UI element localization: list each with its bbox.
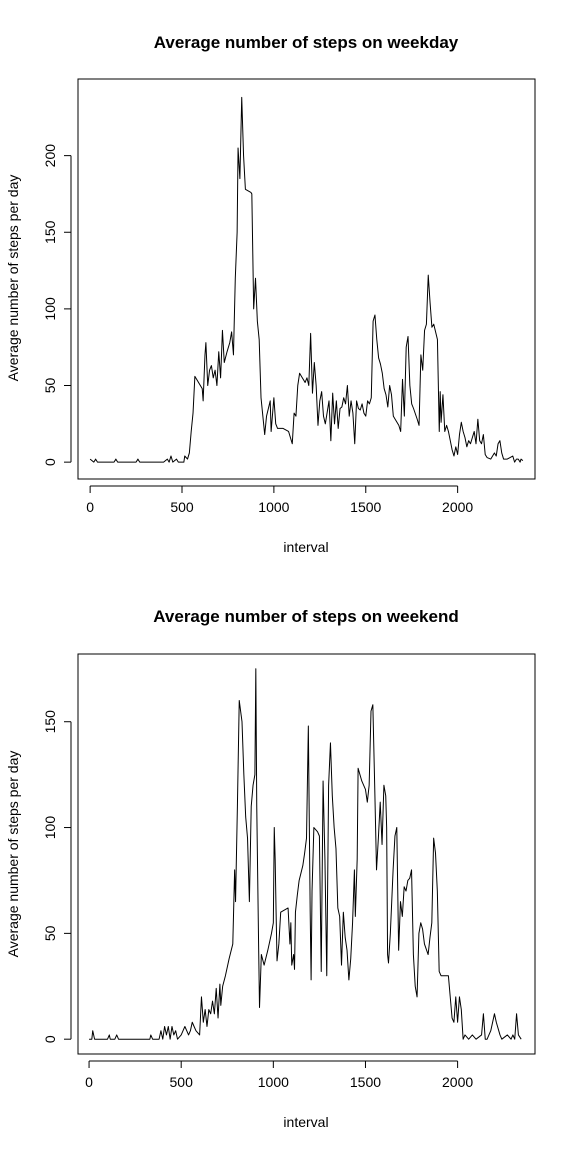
y-tick-label: 100 bbox=[42, 297, 58, 321]
x-tick-label: 500 bbox=[170, 1074, 194, 1090]
y-tick-label: 0 bbox=[42, 1035, 58, 1043]
x-tick-label: 1000 bbox=[258, 499, 289, 515]
x-axis: 0 500 1000 1500 2000 bbox=[86, 485, 473, 515]
x-tick-label: 1500 bbox=[350, 499, 381, 515]
series-line bbox=[89, 668, 522, 1040]
y-tick-label: 100 bbox=[42, 816, 58, 840]
y-tick-label: 50 bbox=[42, 378, 58, 394]
chart-title: Average number of steps on weekend bbox=[153, 607, 458, 626]
y-tick-label: 150 bbox=[42, 710, 58, 734]
x-axis-label: interval bbox=[283, 539, 328, 555]
plot-frame bbox=[77, 78, 536, 480]
x-tick-label: 2000 bbox=[442, 499, 473, 515]
y-tick-label: 200 bbox=[42, 144, 58, 168]
y-axis-label: Average number of steps per day bbox=[5, 175, 21, 382]
y-axis: 0 50 100 150 200 bbox=[42, 144, 72, 466]
x-tick-label: 500 bbox=[170, 499, 194, 515]
series-line bbox=[89, 96, 524, 463]
y-axis-label: Average number of steps per day bbox=[5, 751, 21, 958]
chart-weekday: Average number of steps on weekday 0 500 1… bbox=[5, 33, 536, 555]
x-tick-label: 1500 bbox=[350, 1074, 381, 1090]
plot-frame bbox=[77, 653, 536, 1055]
x-tick-label: 0 bbox=[85, 1074, 93, 1090]
x-tick-label: 0 bbox=[86, 499, 94, 515]
y-tick-label: 0 bbox=[42, 458, 58, 466]
series-line-group bbox=[89, 96, 524, 463]
x-tick-label: 1000 bbox=[258, 1074, 289, 1090]
y-tick-label: 50 bbox=[42, 925, 58, 941]
chart-weekend: Average number of steps on weekend 0 500 1… bbox=[5, 607, 536, 1130]
y-tick-label: 150 bbox=[42, 220, 58, 244]
series-line-group bbox=[89, 668, 522, 1040]
x-axis-label: interval bbox=[283, 1114, 328, 1130]
x-tick-label: 2000 bbox=[442, 1074, 473, 1090]
chart-title: Average number of steps on weekday bbox=[154, 33, 459, 52]
y-axis: 0 50 100 150 bbox=[42, 710, 72, 1043]
x-axis: 0 500 1000 1500 2000 bbox=[85, 1060, 473, 1090]
